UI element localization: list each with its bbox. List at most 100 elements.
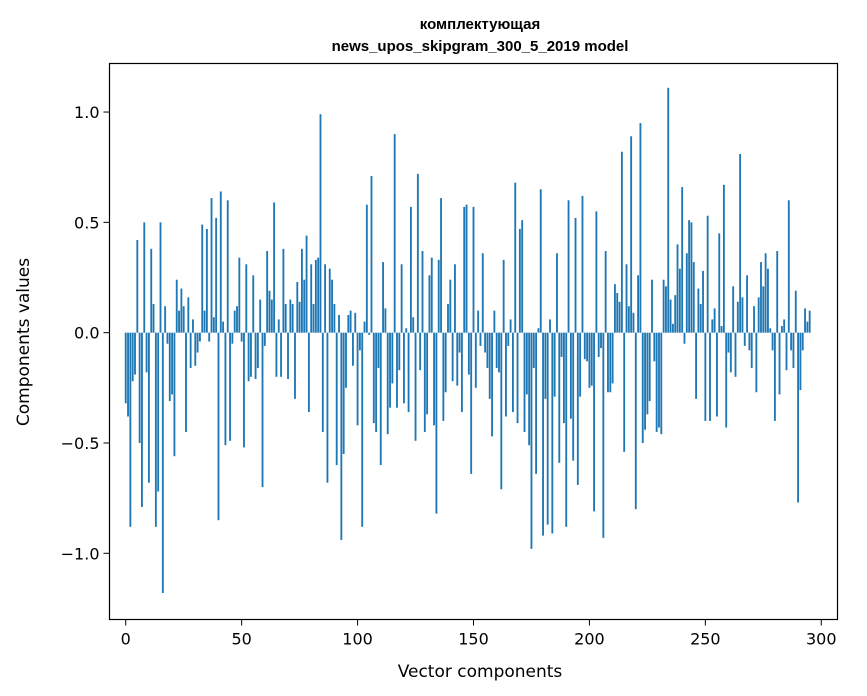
bar-39 [215,217,218,333]
bar-64 [273,202,276,333]
bar-50 [240,332,243,342]
bar-204 [597,332,600,357]
bar-100 [356,332,359,426]
bar-235 [669,299,672,333]
bar-196 [579,332,582,397]
bar-32 [198,332,201,342]
bar-121 [405,328,408,333]
bar-239 [678,268,681,333]
bar-255 [716,332,718,417]
bar-28 [189,332,192,368]
bar-30 [194,332,197,366]
bar-55 [252,275,255,333]
bar-173 [525,332,528,395]
bar-273 [757,297,760,333]
bar-1 [127,332,129,417]
bar-185 [553,332,556,397]
bar-21 [173,332,176,457]
y-tick-label: −0.5 [61,434,100,453]
bar-72 [291,303,294,333]
bar-221 [637,275,640,333]
bar-78 [305,235,308,333]
bar-199 [586,332,589,362]
bar-142 [454,264,456,333]
bar-135 [437,259,440,333]
bar-157 [488,332,491,399]
plot-frame [108,62,839,621]
bar-174 [528,332,531,446]
bar-228 [653,332,656,362]
bar-167 [511,332,514,413]
bar-143 [456,332,459,386]
bar-238 [676,244,679,333]
bar-27 [187,297,190,333]
bar-114 [389,332,391,408]
bar-152 [477,310,480,333]
bar-61 [266,251,269,333]
bar-133 [433,332,436,426]
bar-44 [226,200,229,333]
bar-80 [310,264,313,333]
bar-87 [326,332,329,483]
bar-289 [794,290,797,333]
bar-14 [157,332,160,492]
bar-31 [196,332,199,353]
bar-270 [750,332,753,368]
bar-241 [683,332,686,344]
bar-115 [391,332,394,384]
bar-277 [767,268,769,333]
bar-43 [224,332,227,446]
bar-151 [474,332,477,388]
bar-153 [479,332,482,346]
bar-179 [539,189,542,333]
bar-286 [787,200,790,333]
bar-166 [509,319,512,333]
bar-246 [695,332,697,399]
bar-58 [259,299,262,333]
bar-290 [797,332,800,503]
bar-190 [565,332,568,527]
bar-259 [725,332,728,428]
bar-262 [732,286,735,333]
bar-37 [210,198,213,333]
bar-256 [718,233,721,333]
bar-95 [345,332,347,388]
x-tick-label: 0 [121,630,131,649]
bar-223 [641,332,644,443]
bar-54 [250,332,252,377]
bar-159 [493,310,496,333]
bar-22 [175,279,178,333]
bar-26 [185,332,187,432]
bar-275 [762,286,765,333]
y-tick-label: 0.5 [74,213,99,232]
bar-202 [593,332,595,512]
bar-127 [419,332,422,371]
bar-192 [569,332,572,419]
bar-86 [324,264,327,333]
bar-186 [556,253,558,333]
bar-104 [365,204,368,333]
bar-77 [303,279,306,333]
bar-169 [516,332,519,424]
bar-120 [403,332,405,404]
bar-130 [426,332,429,415]
bar-91 [335,332,338,466]
bar-295 [808,310,811,333]
bar-62 [268,290,271,333]
bar-180 [542,332,544,536]
bar-240 [681,187,684,333]
bar-213 [618,301,621,333]
bar-206 [602,332,605,538]
bar-156 [486,332,489,368]
bar-181 [544,332,547,399]
bar-229 [655,332,658,432]
chart-title-line-2: news_upos_skipgram_300_5_2019 model [332,38,629,55]
bar-284 [783,319,786,333]
bar-35 [205,228,208,333]
bar-13 [154,332,157,527]
bar-40 [217,332,220,521]
bar-49 [238,257,241,333]
bar-278 [769,328,772,333]
bar-227 [651,279,653,333]
